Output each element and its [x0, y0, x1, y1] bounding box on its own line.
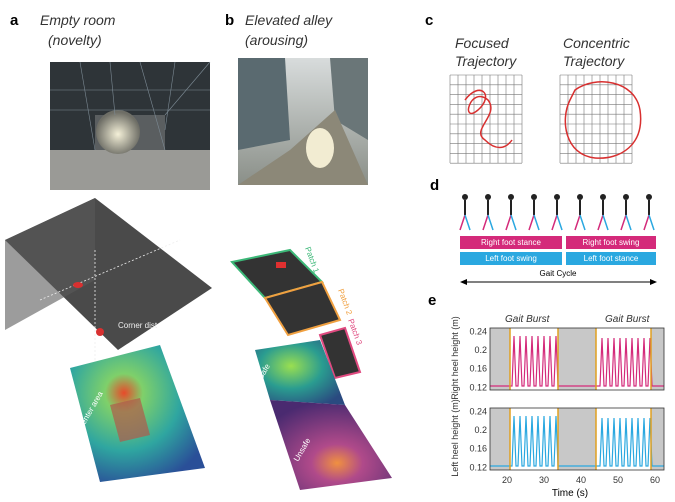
walker-figures — [460, 194, 654, 230]
panel-label: d — [430, 177, 439, 194]
heel-plots: 0.24 0.2 0.16 0.12 0.24 0.2 0.16 0.12 20 30 40 50 60 — [469, 326, 664, 485]
y-tick-label: 0.12 — [469, 462, 487, 472]
gait-bars: Right foot stance Right foot swing Left … — [460, 236, 657, 285]
leg — [529, 215, 534, 230]
head — [646, 194, 652, 200]
panel-subtitle: (novelty) — [48, 32, 102, 48]
leg — [506, 215, 511, 230]
panel-label: c — [425, 12, 433, 29]
patch-label: Patch 2 — [336, 288, 354, 317]
bar-label: Right foot stance — [481, 238, 542, 247]
leg — [511, 215, 516, 230]
leg — [603, 215, 608, 230]
c-title: Trajectory — [563, 53, 625, 69]
leg — [644, 215, 649, 230]
leg — [557, 215, 562, 230]
head — [485, 194, 491, 200]
panel-label: e — [428, 292, 436, 309]
leg — [598, 215, 603, 230]
x-tick-label: 50 — [613, 475, 623, 485]
arena-3d: Corner dist — [5, 198, 212, 360]
figure: a Empty room (novelty) Corner dist Cente… — [0, 0, 675, 502]
cycle-label: Gait Cycle — [540, 269, 577, 278]
head — [554, 194, 560, 200]
x-tick-label: 60 — [650, 475, 660, 485]
c-title: Concentric — [563, 35, 630, 51]
leg — [483, 215, 488, 230]
leg — [534, 215, 539, 230]
y-tick-label: 0.16 — [469, 444, 487, 454]
panel-subtitle: (arousing) — [245, 32, 308, 48]
bar-label: Right foot swing — [583, 238, 640, 247]
leg — [460, 215, 465, 230]
head — [623, 194, 629, 200]
leg — [626, 215, 631, 230]
heatmap-b: Safe Unsafe — [255, 340, 392, 490]
burst-label: Gait Burst — [505, 314, 551, 325]
c-title: Focused — [455, 35, 510, 51]
y-tick-label: 0.2 — [474, 345, 487, 355]
leg — [488, 215, 493, 230]
leg — [621, 215, 626, 230]
head — [462, 194, 468, 200]
x-tick-label: 40 — [576, 475, 586, 485]
panel-title: Elevated alley — [245, 12, 333, 28]
head — [600, 194, 606, 200]
y-axis-label: Right heel height (m) — [450, 316, 460, 400]
leg — [552, 215, 557, 230]
c-title: Trajectory — [455, 53, 517, 69]
room-render — [50, 62, 210, 190]
leg — [465, 215, 470, 230]
alley-render — [238, 58, 368, 185]
y-tick-label: 0.12 — [469, 382, 487, 392]
heatmap-a: Center area — [70, 345, 205, 482]
burst-label: Gait Burst — [605, 314, 651, 325]
y-tick-label: 0.24 — [469, 326, 487, 336]
x-tick-label: 30 — [539, 475, 549, 485]
panel-title: Empty room — [40, 12, 116, 28]
trajectory-grids — [450, 75, 632, 163]
y-axis-label: Left heel height (m) — [450, 399, 460, 477]
bar-label: Left foot stance — [584, 254, 639, 263]
head — [531, 194, 537, 200]
panel-label: a — [10, 12, 19, 29]
focused-trajectory — [465, 90, 512, 147]
room-label: Corner dist — [118, 321, 158, 330]
x-axis-label: Time (s) — [552, 488, 588, 499]
head — [508, 194, 514, 200]
y-tick-label: 0.2 — [474, 425, 487, 435]
leg — [580, 215, 585, 230]
leg — [649, 215, 654, 230]
x-tick-label: 20 — [502, 475, 512, 485]
y-tick-label: 0.16 — [469, 364, 487, 374]
leg — [575, 215, 580, 230]
y-tick-label: 0.24 — [469, 406, 487, 416]
concentric-trajectory — [565, 82, 640, 158]
head — [577, 194, 583, 200]
bar-label: Left foot swing — [485, 254, 537, 263]
panel-label: b — [225, 12, 234, 29]
